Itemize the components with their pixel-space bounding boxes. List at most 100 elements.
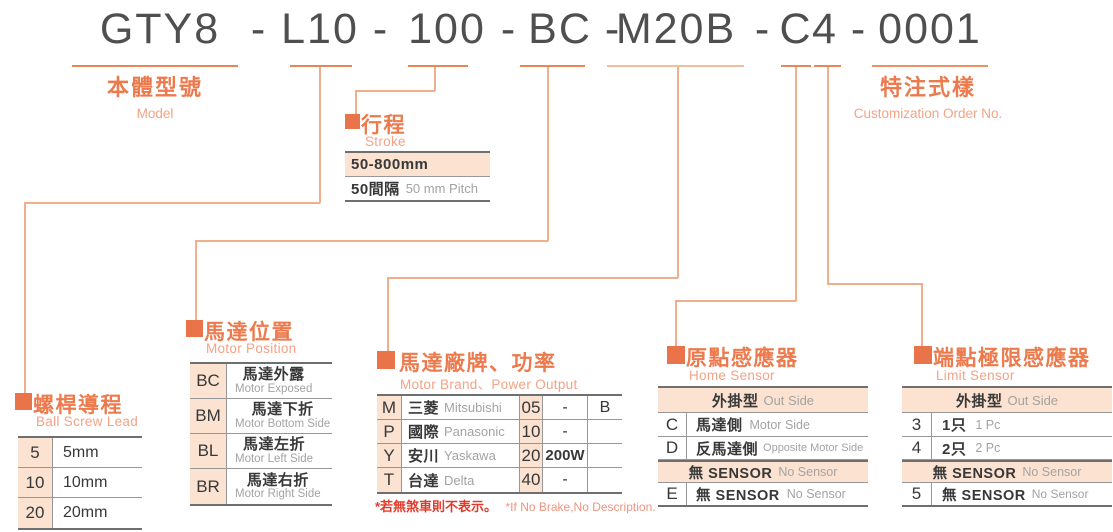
motor-brand-heading-en: Motor Brand、Power Output (400, 377, 578, 392)
connector-home-sensor-v2 (675, 300, 677, 347)
sensor-en: No Sensor (1031, 487, 1089, 501)
group-zh: 外掛型 (711, 392, 759, 410)
sensor-en: Motor Side (749, 417, 810, 432)
stroke-heading-en: Stroke (365, 134, 406, 149)
ball-screw-bullet-square (15, 393, 32, 410)
connector-lead-v2 (24, 202, 26, 395)
model-label-zh: 本體型號 (106, 75, 204, 100)
motor-brand-bullet-square (377, 351, 395, 369)
brake-footnote: *若無煞車則不表示。 *If No Brake,No Description. (375, 496, 656, 516)
table-row: 4 2只 2 Pc (902, 437, 1112, 460)
table-row: D 反馬達側 Opposite Motor Side (658, 437, 868, 460)
power-value: - (543, 420, 588, 443)
group-en: No Sensor (778, 465, 838, 479)
underline-motor-brand (607, 65, 744, 67)
power-value: - (543, 396, 588, 419)
sensor-en: 2 Pc (975, 441, 1001, 455)
lead-value: 10mm (63, 473, 108, 491)
connector-stroke-h (355, 90, 435, 92)
connector-limit-sensor-v2 (921, 283, 923, 347)
position-zh: 馬達下折 (251, 401, 314, 419)
stroke-pitch-en: 50 mm Pitch (405, 181, 478, 196)
table-row: 5 無 SENSOR No Sensor (902, 483, 1112, 505)
connector-lead-v1 (319, 67, 321, 203)
position-code: BR (190, 469, 227, 504)
code-segment-model: GTY8 (99, 5, 221, 53)
brand-en: Yaskawa (444, 448, 496, 463)
underline-home-sensor (781, 65, 811, 67)
lead-value: 5mm (63, 443, 99, 461)
table-row: BM 馬達下折 Motor Bottom Side (190, 399, 332, 434)
connector-motor-position-h (195, 240, 548, 242)
code-segment-motor-brand: M20B (615, 5, 737, 53)
position-code: BM (190, 399, 227, 433)
table-row: T 台達 Delta 40 - (377, 468, 622, 492)
model-label-en: Model (136, 106, 174, 121)
home-sensor-bullet-square (667, 346, 685, 364)
group-zh: 無 SENSOR (932, 465, 1017, 482)
table-row: M 三菱 Mitsubishi 05 - B (377, 396, 622, 420)
sensor-zh: 2只 (942, 440, 967, 458)
brand-code: M (377, 396, 402, 419)
motor-position-table: BC 馬達外露 Motor Exposed BM 馬達下折 Motor Bott… (190, 362, 332, 506)
power-value: - (543, 468, 588, 492)
group-zh: 無 SENSOR (688, 465, 773, 482)
power-code: 05 (520, 396, 543, 419)
connector-stroke-v1 (434, 67, 436, 91)
motor-position-heading-zh: 馬達位置 (204, 321, 294, 344)
group-en: No Sensor (1022, 465, 1082, 479)
ball-screw-heading-zh: 螺桿導程 (33, 394, 123, 417)
brake-footnote-zh: *若無煞車則不表示。 (375, 499, 498, 514)
code-segment-motor-position: BC (528, 5, 592, 53)
motor-position-bullet-square (186, 320, 203, 337)
position-zh: 馬達右折 (246, 471, 309, 489)
limit-sensor-heading-zh: 端點極限感應器 (933, 347, 1091, 370)
motor-brand-heading-zh: 馬達廠牌、功率 (399, 352, 557, 375)
table-row: 3 1只 1 Pc (902, 413, 1112, 437)
customization-label: 特注式樣 Customization Order No. (854, 70, 1003, 121)
connector-lead-h (24, 202, 320, 204)
table-row: C 馬達側 Motor Side (658, 413, 868, 437)
connector-motor-brand-v1 (677, 67, 679, 278)
underline-motor-position (520, 65, 585, 67)
ball-screw-heading-en: Ball Screw Lead (36, 414, 139, 429)
table-row: BC 馬達外露 Motor Exposed (190, 364, 332, 399)
code-segment-limit-sensor: 4 (812, 5, 838, 53)
table-row: 5 5mm (18, 438, 142, 468)
sensor-en: 1 Pc (975, 417, 1001, 432)
lead-value: 20mm (63, 504, 108, 521)
brand-en: Delta (444, 472, 475, 488)
position-code: BC (190, 364, 227, 398)
stroke-heading-zh: 行程 (361, 114, 406, 137)
stroke-table: 50-800mm 50間隔 50 mm Pitch (345, 151, 490, 202)
limit-sensor-table: 外掛型 Out Side 3 1只 1 Pc 4 2只 2 Pc 無 SENSO… (902, 386, 1112, 507)
customization-label-zh: 特注式樣 (879, 75, 976, 100)
brake-code (588, 468, 622, 492)
lead-code: 5 (18, 438, 53, 467)
sensor-zh: 無 SENSOR (942, 487, 1026, 504)
power-code: 10 (520, 420, 543, 443)
lead-code: 20 (18, 498, 53, 528)
motor-brand-table: M 三菱 Mitsubishi 05 - B P 國際 Panasonic 10… (377, 394, 622, 494)
connector-limit-sensor-h (827, 283, 922, 285)
sensor-zh: 無 SENSOR (696, 487, 780, 504)
position-zh: 馬達外露 (242, 366, 305, 384)
table-row: 20 20mm (18, 498, 142, 528)
limit-sensor-heading-en: Limit Sensor (936, 368, 1015, 383)
position-code: BL (190, 434, 227, 468)
sensor-zh: 馬達側 (696, 417, 743, 434)
sensor-en: No Sensor (786, 487, 846, 501)
stroke-bullet-square (345, 114, 360, 129)
home-sensor-none-header: 無 SENSOR No Sensor (658, 460, 868, 483)
position-en: Motor Right Side (235, 488, 321, 501)
code-segment-lead: L10 (281, 5, 359, 53)
group-zh: 外掛型 (955, 392, 1003, 410)
position-en: Motor Bottom Side (235, 417, 331, 430)
underline-custom-order (872, 65, 988, 67)
brake-code (588, 444, 622, 467)
brand-zh: 三菱 (408, 400, 440, 417)
underline-limit-sensor (814, 65, 841, 67)
connector-home-sensor-v1 (795, 67, 797, 301)
code-segment-home-sensor: C (779, 5, 813, 53)
